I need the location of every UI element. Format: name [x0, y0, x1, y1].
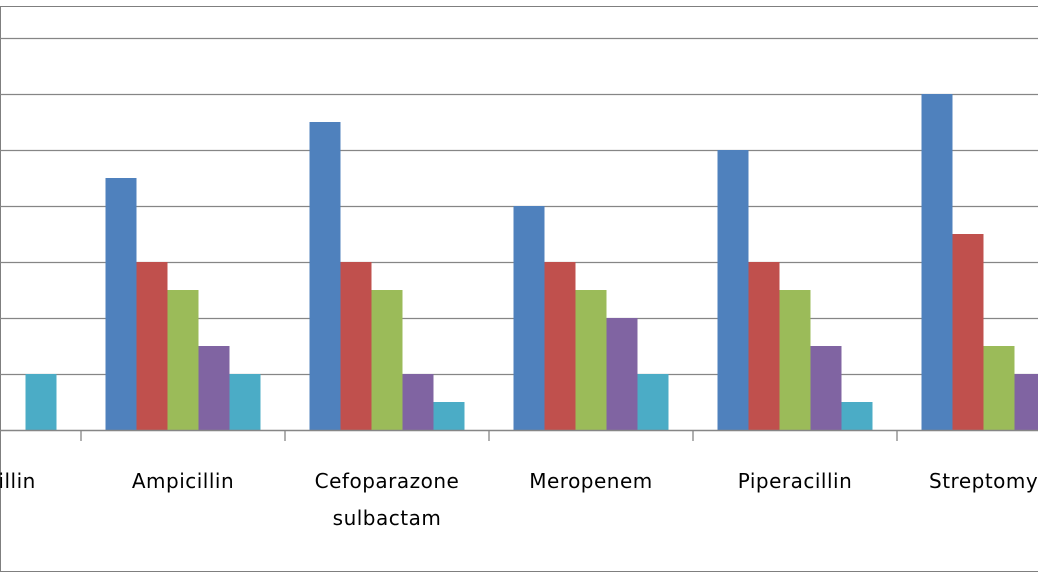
bar — [433, 402, 465, 430]
bars — [25, 94, 1038, 430]
bar — [229, 374, 261, 430]
x-tick-label: Amoxicillin — [0, 469, 36, 493]
x-tick-label: Piperacillin — [738, 469, 853, 493]
bar — [952, 234, 984, 430]
bar — [25, 374, 57, 430]
bar — [105, 178, 137, 430]
bar — [544, 262, 576, 430]
bar — [810, 346, 842, 430]
bar — [136, 262, 168, 430]
bar — [309, 122, 341, 430]
bar — [637, 374, 669, 430]
bar — [841, 402, 873, 430]
bar — [371, 290, 403, 430]
x-tick-label: Meropenem — [529, 469, 653, 493]
bar — [1014, 374, 1038, 430]
chart-border — [0, 6, 1038, 572]
bar — [198, 346, 230, 430]
bar — [606, 318, 638, 430]
bar — [748, 262, 780, 430]
x-axis-labels: Amoxicillin Ampicillin Cefoparazone sulbact… — [0, 469, 1038, 530]
x-axis-ticks — [80, 430, 898, 441]
x-tick-label: Streptomycin — [929, 469, 1038, 493]
x-tick-label: sulbactam — [333, 506, 442, 530]
x-tick-label: Cefoparazone — [315, 469, 460, 493]
x-tick-label: Ampicillin — [132, 469, 234, 493]
bar — [340, 262, 372, 430]
bar — [921, 94, 953, 430]
bar — [402, 374, 434, 430]
bar — [717, 150, 749, 430]
bar — [779, 290, 811, 430]
bar — [167, 290, 199, 430]
bar — [983, 346, 1015, 430]
bar — [513, 206, 545, 430]
bar — [575, 290, 607, 430]
